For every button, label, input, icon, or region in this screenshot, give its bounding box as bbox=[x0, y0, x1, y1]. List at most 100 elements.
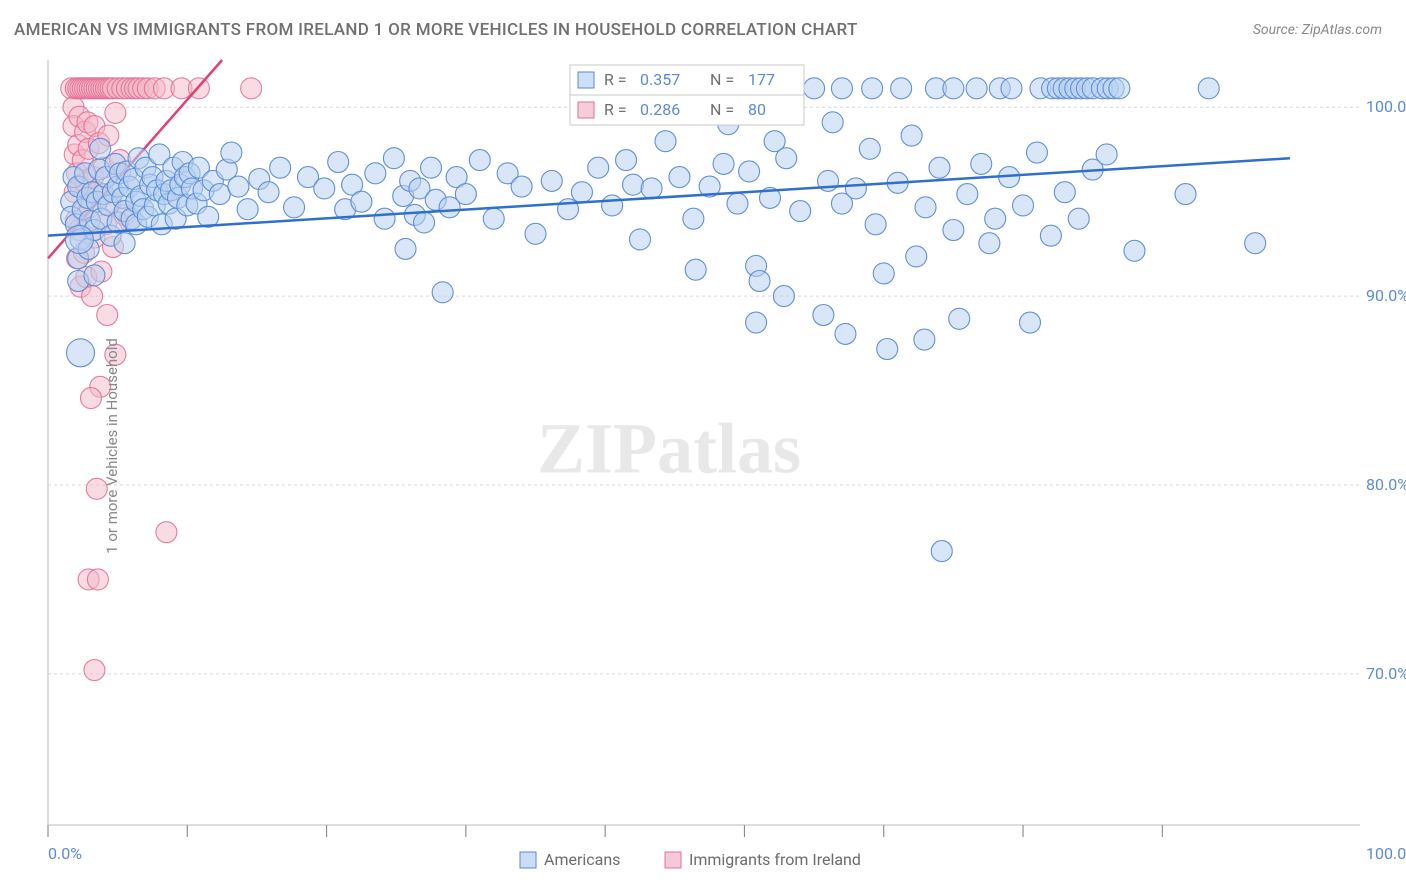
scatter-point bbox=[901, 125, 922, 146]
chart-title: AMERICAN VS IMMIGRANTS FROM IRELAND 1 OR… bbox=[14, 20, 858, 40]
scatter-point bbox=[80, 388, 101, 409]
legend-n-value: 177 bbox=[748, 70, 775, 89]
scatter-point bbox=[511, 176, 532, 197]
scatter-point bbox=[1001, 78, 1022, 99]
scatter-point bbox=[966, 78, 987, 99]
scatter-point bbox=[655, 131, 676, 152]
scatter-point bbox=[1245, 233, 1266, 254]
legend-n-value: 80 bbox=[748, 100, 766, 119]
scatter-point bbox=[915, 197, 936, 218]
scatter-point bbox=[773, 286, 794, 307]
scatter-point bbox=[713, 153, 734, 174]
scatter-point bbox=[105, 102, 126, 123]
scatter-point bbox=[739, 161, 760, 182]
legend-r-value: 0.357 bbox=[640, 70, 680, 89]
scatter-point bbox=[221, 142, 242, 163]
scatter-point bbox=[228, 176, 249, 197]
watermark: ZIPatlas bbox=[537, 409, 801, 489]
scatter-point bbox=[237, 199, 258, 220]
scatter-point bbox=[931, 541, 952, 562]
scatter-point bbox=[641, 178, 662, 199]
scatter-point bbox=[1068, 208, 1089, 229]
scatter-point bbox=[483, 208, 504, 229]
scatter-point bbox=[602, 195, 623, 216]
scatter-point bbox=[588, 157, 609, 178]
scatter-point bbox=[284, 197, 305, 218]
scatter-point bbox=[1096, 144, 1117, 165]
scatter-point bbox=[1198, 78, 1219, 99]
scatter-point bbox=[314, 178, 335, 199]
legend-label: Immigrants from Ireland bbox=[689, 850, 861, 869]
scatter-point bbox=[862, 78, 883, 99]
scatter-point bbox=[241, 78, 262, 99]
scatter-point bbox=[623, 174, 644, 195]
legend-stat-label: R = bbox=[604, 100, 627, 119]
scatter-point bbox=[877, 339, 898, 360]
y-tick-label: 90.0% bbox=[1366, 286, 1406, 305]
scatter-point bbox=[957, 184, 978, 205]
scatter-point bbox=[685, 259, 706, 280]
x-tick-label: 0.0% bbox=[48, 844, 82, 863]
y-axis-label: 1 or more Vehicles in Household bbox=[103, 338, 121, 554]
scatter-point bbox=[114, 233, 135, 254]
scatter-point bbox=[1054, 182, 1075, 203]
scatter-point bbox=[525, 223, 546, 244]
y-tick-label: 100.0% bbox=[1366, 97, 1406, 116]
scatter-point bbox=[97, 305, 118, 326]
scatter-point bbox=[1109, 78, 1130, 99]
scatter-point bbox=[943, 220, 964, 241]
scatter-point bbox=[831, 78, 852, 99]
y-tick-label: 80.0% bbox=[1366, 475, 1406, 494]
scatter-point bbox=[84, 660, 105, 681]
legend-stat-label: N = bbox=[710, 100, 734, 119]
scatter-point bbox=[979, 233, 1000, 254]
scatter-point bbox=[1026, 142, 1047, 163]
scatter-point bbox=[822, 112, 843, 133]
scatter-point bbox=[985, 208, 1006, 229]
scatter-point bbox=[914, 329, 935, 350]
scatter-point bbox=[859, 138, 880, 159]
scatter-point bbox=[328, 152, 349, 173]
scatter-point bbox=[845, 178, 866, 199]
legend-label: Americans bbox=[544, 850, 620, 869]
scatter-point bbox=[65, 225, 93, 253]
legend-swatch bbox=[578, 102, 594, 118]
scatter-point bbox=[929, 157, 950, 178]
scatter-point bbox=[365, 163, 386, 184]
scatter-point bbox=[258, 182, 279, 203]
legend-swatch bbox=[578, 72, 594, 88]
scatter-point bbox=[971, 153, 992, 174]
scatter-point bbox=[455, 184, 476, 205]
legend-r-value: 0.286 bbox=[640, 100, 680, 119]
correlation-scatter-chart: 70.0%80.0%90.0%100.0%0.0%100.0%ZIPatlasR… bbox=[0, 0, 1406, 892]
scatter-point bbox=[683, 208, 704, 229]
scatter-point bbox=[1040, 225, 1061, 246]
scatter-point bbox=[669, 167, 690, 188]
scatter-point bbox=[790, 201, 811, 222]
scatter-point bbox=[67, 339, 95, 367]
scatter-point bbox=[1124, 240, 1145, 261]
scatter-point bbox=[835, 323, 856, 344]
scatter-point bbox=[616, 150, 637, 171]
scatter-point bbox=[629, 229, 650, 250]
scatter-point bbox=[906, 246, 927, 267]
scatter-point bbox=[813, 305, 834, 326]
scatter-point bbox=[374, 208, 395, 229]
scatter-point bbox=[571, 182, 592, 203]
scatter-point bbox=[873, 263, 894, 284]
scatter-point bbox=[804, 78, 825, 99]
scatter-point bbox=[727, 193, 748, 214]
legend-swatch bbox=[520, 852, 536, 868]
legend-swatch bbox=[665, 852, 681, 868]
scatter-point bbox=[949, 308, 970, 329]
scatter-point bbox=[469, 150, 490, 171]
scatter-point bbox=[865, 214, 886, 235]
scatter-point bbox=[1013, 195, 1034, 216]
legend-stat-label: N = bbox=[710, 70, 734, 89]
scatter-point bbox=[943, 78, 964, 99]
scatter-point bbox=[351, 191, 372, 212]
scatter-point bbox=[749, 271, 770, 292]
scatter-point bbox=[383, 148, 404, 169]
y-tick-label: 70.0% bbox=[1366, 664, 1406, 683]
scatter-point bbox=[395, 238, 416, 259]
